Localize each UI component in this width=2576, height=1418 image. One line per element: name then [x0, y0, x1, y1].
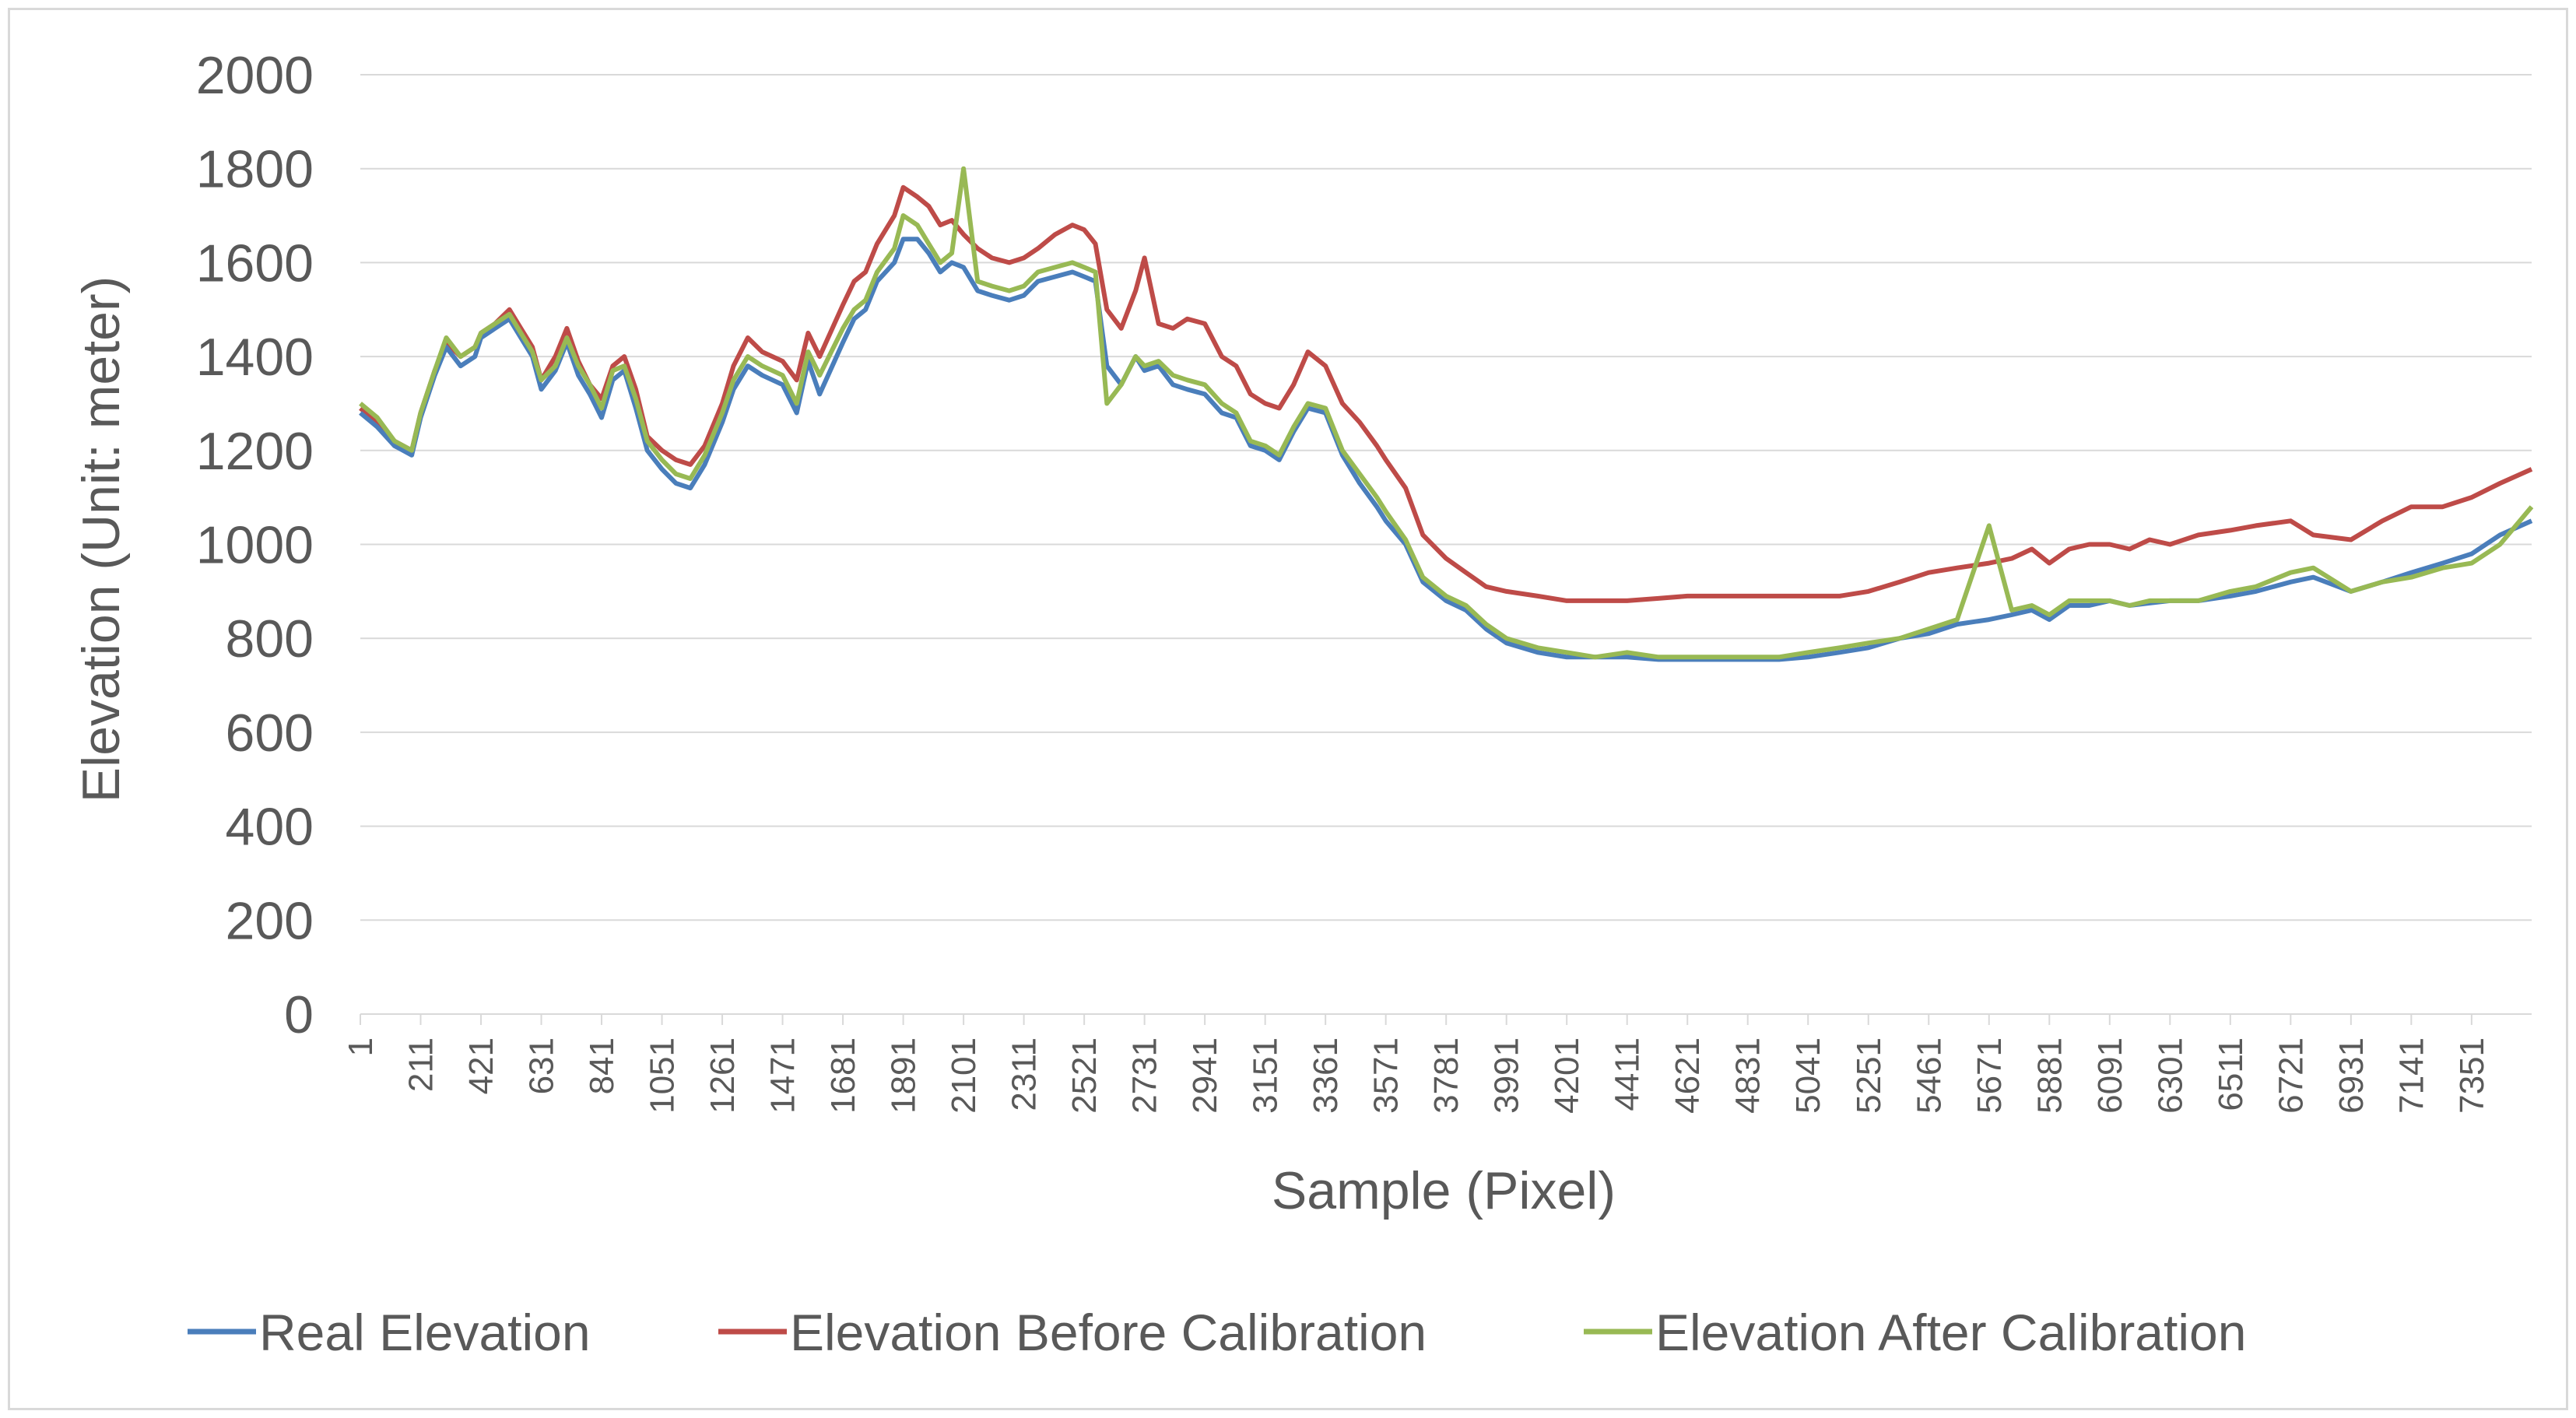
- x-tick-label: 2521: [1065, 1037, 1104, 1114]
- x-tick-label: 841: [583, 1037, 621, 1094]
- y-tick-label: 400: [226, 798, 314, 857]
- x-tick-label: 7351: [2453, 1037, 2491, 1114]
- y-tick-label: 800: [226, 609, 314, 669]
- y-tick-label: 600: [226, 704, 314, 763]
- legend: Real Elevation Elevation Before Calibrat…: [188, 1304, 2246, 1361]
- y-axis-title: Elevation (Unit: meter): [72, 276, 131, 802]
- x-tick-label: 6721: [2272, 1037, 2310, 1114]
- x-tick-labels: 1 211 421 631 841 1051 1261 1471 1681 1891 2101 231…: [342, 1014, 2491, 1114]
- x-tick-label: 5461: [1910, 1037, 1948, 1114]
- legend-label-before: Elevation Before Calibration: [790, 1304, 1427, 1361]
- y-tick-label: 1600: [196, 233, 314, 293]
- x-tick-label: 3781: [1427, 1037, 1465, 1114]
- x-tick-label: 4411: [1609, 1037, 1647, 1111]
- x-tick-label: 2101: [945, 1037, 983, 1114]
- x-tick-label: 5671: [1971, 1037, 2009, 1114]
- gridlines: [360, 74, 2532, 1015]
- x-tick-label: 2731: [1126, 1037, 1164, 1114]
- x-tick-label: 1681: [824, 1037, 862, 1114]
- x-tick-label: 6511: [2212, 1037, 2250, 1111]
- x-tick-label: 4831: [1729, 1037, 1767, 1114]
- y-tick-label: 1200: [196, 422, 314, 481]
- y-tick-label: 2000: [196, 46, 314, 105]
- y-tick-label: 1800: [196, 140, 314, 199]
- x-tick-label: 5041: [1789, 1037, 1827, 1114]
- legend-label-after: Elevation After Calibration: [1655, 1304, 2246, 1361]
- x-tick-label: 4201: [1548, 1037, 1586, 1114]
- x-tick-label: 2941: [1186, 1037, 1224, 1114]
- x-tick-label: 1: [342, 1037, 380, 1056]
- y-tick-label: 0: [284, 985, 314, 1044]
- x-tick-label: 4621: [1669, 1037, 1707, 1114]
- x-tick-label: 6301: [2151, 1037, 2189, 1114]
- y-tick-labels: 0 200 400 600 800 1000 1200 1400 1600 1800 2000: [196, 46, 314, 1044]
- x-tick-label: 1891: [885, 1037, 923, 1114]
- x-tick-label: 5251: [1850, 1037, 1888, 1114]
- x-tick-label: 7141: [2392, 1037, 2430, 1114]
- x-tick-label: 5881: [2030, 1037, 2069, 1114]
- x-tick-label: 1261: [704, 1037, 742, 1114]
- x-tick-label: 3571: [1367, 1037, 1406, 1114]
- series-elevation-before-calibration: [359, 184, 2533, 603]
- x-tick-label: 631: [523, 1037, 561, 1094]
- legend-label-real: Real Elevation: [259, 1304, 591, 1361]
- x-tick-label: 6931: [2332, 1037, 2371, 1114]
- x-tick-label: 211: [402, 1037, 440, 1092]
- series-lines: [359, 166, 2534, 662]
- x-tick-label: 1471: [764, 1037, 802, 1114]
- x-axis-title: Sample (Pixel): [1272, 1161, 1616, 1220]
- x-tick-label: 421: [462, 1037, 500, 1094]
- x-tick-label: 3991: [1488, 1037, 1526, 1114]
- series-real-elevation: [359, 237, 2533, 662]
- x-tick-label: 3361: [1307, 1037, 1345, 1114]
- series-elevation-after-calibration: [359, 166, 2534, 660]
- y-tick-label: 1400: [196, 328, 314, 387]
- y-tick-label: 1000: [196, 516, 314, 575]
- x-tick-label: 1051: [644, 1037, 682, 1114]
- y-tick-label: 200: [226, 891, 314, 950]
- x-tick-label: 2311: [1005, 1037, 1044, 1111]
- x-tick-label: 3151: [1247, 1037, 1285, 1114]
- x-tick-label: 6091: [2091, 1037, 2129, 1114]
